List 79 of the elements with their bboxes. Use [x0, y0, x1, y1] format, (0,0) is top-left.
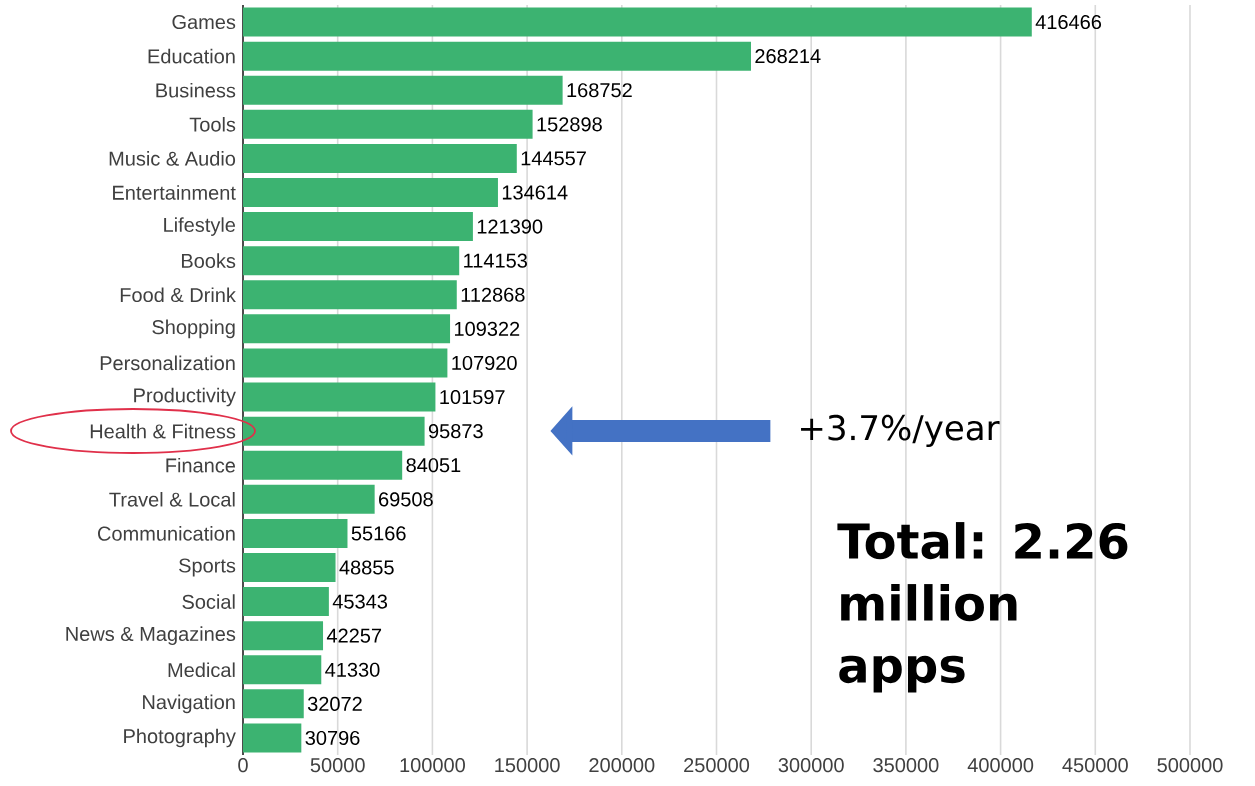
bar: [243, 655, 322, 685]
data-label: 48855: [339, 560, 394, 575]
annotation: +3.7%/year: [801, 414, 1000, 448]
y-tick-label: Education: [148, 48, 235, 64]
bar: [243, 314, 451, 344]
data-label: 107920: [452, 355, 517, 371]
data-label: 32072: [307, 696, 362, 711]
bar: [243, 143, 517, 173]
y-tick-label: Tools: [189, 116, 236, 132]
y-tick-label: Food & Drink: [120, 287, 236, 303]
y-tick-label: Medical: [168, 662, 235, 678]
x-tick-label: 0: [238, 758, 248, 773]
data-label: 69508: [379, 492, 433, 507]
y-tick-label: Business: [156, 82, 236, 98]
data-label: 109322: [454, 321, 520, 336]
data-label: 114153: [464, 253, 527, 268]
data-label: 416466: [1035, 14, 1102, 30]
bar: [243, 246, 460, 276]
bar: [243, 7, 1032, 37]
y-tick-label: Social: [182, 594, 235, 609]
bar: [243, 450, 403, 480]
y-tick-label: News & Magazines: [66, 626, 236, 645]
data-label: 42257: [326, 628, 382, 643]
bar: [243, 280, 457, 310]
y-tick-label: Travel & Local: [109, 491, 235, 507]
bar: [243, 416, 425, 446]
x-tick-label: 50000: [310, 758, 365, 773]
data-label: 55166: [351, 526, 406, 541]
bar: [243, 553, 336, 582]
bar: [243, 212, 473, 242]
x-tick-label: 300000: [778, 758, 844, 773]
y-tick-label: Games: [172, 14, 236, 30]
bar: [243, 178, 498, 207]
data-label: 84051: [406, 458, 461, 473]
bar: [243, 382, 436, 412]
bar: [243, 621, 324, 651]
annotation: Total: 2.26 million apps: [837, 522, 1128, 693]
y-tick-label: Entertainment: [113, 185, 236, 200]
data-label: 268214: [755, 49, 821, 64]
bar: [243, 348, 448, 378]
data-label: 144557: [521, 151, 586, 166]
data-label: 41330: [325, 662, 380, 677]
y-tick-label: Music & Audio: [109, 151, 236, 166]
x-tick-label: 500000: [1157, 758, 1223, 773]
bar: [243, 41, 751, 71]
y-tick-label: Productivity: [134, 387, 236, 407]
y-tick-label: Finance: [166, 457, 236, 473]
y-tick-label: Health & Fitness: [90, 423, 236, 439]
y-tick-label: Navigation: [143, 694, 235, 714]
data-label: 121390: [477, 219, 543, 234]
y-tick-label: Sports: [179, 558, 236, 577]
x-tick-label: 350000: [873, 758, 939, 773]
y-tick-label: Personalization: [100, 355, 235, 371]
x-tick-label: 250000: [684, 758, 750, 773]
y-tick-label: Books: [181, 253, 236, 269]
bar: [243, 587, 329, 617]
data-label: 45343: [332, 594, 388, 609]
x-tick-label: 100000: [400, 758, 465, 773]
data-label: 101597: [440, 389, 505, 405]
data-label: 112868: [461, 287, 525, 302]
bar: [243, 75, 563, 105]
data-label: 30796: [305, 730, 360, 746]
data-label: 152898: [537, 117, 602, 132]
data-label: 134614: [502, 185, 568, 200]
x-tick-label: 450000: [1062, 758, 1128, 773]
bar: [243, 689, 304, 719]
y-tick-label: Shopping: [152, 319, 235, 339]
y-tick-label: Communication: [97, 526, 235, 541]
bar: [243, 484, 375, 514]
data-label: 168752: [567, 83, 632, 98]
y-tick-label: Photography: [124, 728, 236, 748]
bar: [243, 518, 348, 548]
bar: [243, 109, 533, 139]
x-tick-label: 400000: [967, 758, 1034, 773]
x-tick-label: 200000: [589, 758, 655, 773]
bar: [243, 723, 302, 753]
data-label: 95873: [428, 424, 483, 439]
y-tick-label: Lifestyle: [164, 217, 236, 236]
x-tick-label: 150000: [495, 758, 560, 773]
